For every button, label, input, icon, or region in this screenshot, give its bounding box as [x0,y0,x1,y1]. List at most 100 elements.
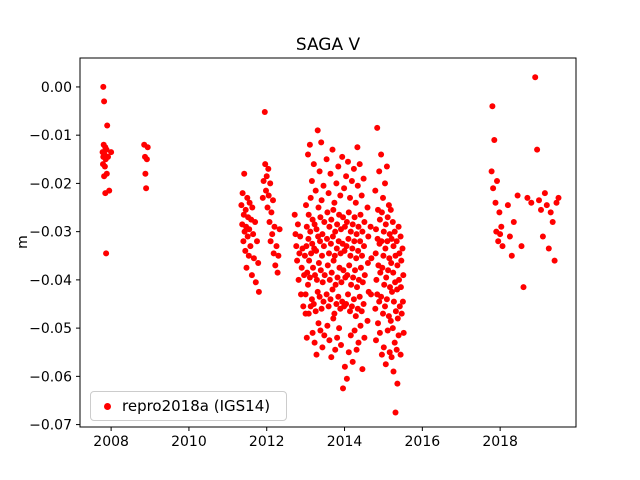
scatter-point [378,293,385,300]
scatter-point [391,339,398,346]
scatter-point [357,264,364,271]
scatter-point [524,194,531,201]
scatter-point [364,204,371,211]
scatter-point [263,187,269,194]
scatter-point [395,223,402,230]
y-tick-label: −0.01 [29,128,72,144]
scatter-point [508,252,515,259]
scatter-point [386,349,393,356]
scatter-point [376,329,383,336]
scatter-point [541,190,548,197]
scatter-point [317,238,323,245]
scatter-point [353,255,360,262]
scatter-point [325,303,332,310]
scatter-point [264,204,271,211]
scatter-point [316,293,323,300]
scatter-point [104,122,111,129]
scatter-point [311,339,318,346]
scatter-point [291,211,298,218]
scatter-point [384,327,391,334]
scatter-point [498,223,505,230]
scatter-point [328,216,335,223]
scatter-point [334,334,341,341]
scatter-point [341,363,348,370]
scatter-point [385,313,392,320]
axes-frame [79,57,577,428]
scatter-point [263,173,270,180]
scatter-point [332,346,339,353]
scatter-point [382,361,389,368]
scatter-point [270,197,276,204]
scatter-point [368,291,374,298]
scatter-point [143,156,150,163]
scatter-point [389,288,395,295]
scatter-point [324,322,331,329]
scatter-point [372,250,379,257]
scatter-point [267,180,274,187]
scatter-point [309,216,316,223]
scatter-point [334,221,341,228]
scatter-point [536,197,542,204]
scatter-point [386,255,393,262]
scatter-point [335,163,342,170]
scatter-point [327,170,334,177]
scatter-point [382,221,389,228]
scatter-point [355,247,362,254]
scatter-point [274,269,281,276]
scatter-point [312,187,319,194]
scatter-point [103,146,110,153]
scatter-point [354,284,360,291]
scatter-point [317,214,324,221]
scatter-point [345,291,351,298]
scatter-point [349,221,356,228]
scatter-point [346,262,353,269]
scatter-point [329,146,336,153]
scatter-point [330,206,337,213]
scatter-point [329,233,336,240]
scatter-point [393,238,400,245]
scatter-point [504,202,511,209]
scatter-point [320,298,327,305]
scatter-point [396,303,403,310]
scatter-point [399,298,406,305]
scatter-point [343,375,350,382]
scatter-point [303,334,310,341]
scatter-point [353,346,360,353]
scatter-point [360,301,367,307]
scatter-point [321,219,328,225]
scatter-point [334,274,341,281]
scatter-point [298,291,304,298]
scatter-point [298,264,305,271]
scatter-point [313,351,320,358]
scatter-point [321,332,328,339]
scatter-point [244,194,251,201]
scatter-point [101,163,108,170]
scatter-point [344,272,351,279]
scatter-point [310,161,317,168]
scatter-point [364,317,371,324]
scatter-point [497,231,504,238]
x-tick-label: 2010 [171,434,207,450]
scatter-point [378,238,385,245]
scatter-point [350,165,357,172]
scatter-point [399,245,406,252]
scatter-point [499,243,506,250]
scatter-point [396,276,402,283]
scatter-point [243,264,250,271]
scatter-point [380,194,386,201]
scatter-point [347,228,354,235]
scatter-point [350,296,357,303]
scatter-point [545,245,552,252]
scatter-point [265,165,272,172]
scatter-point [378,351,385,358]
scatter-point [356,293,363,300]
scatter-point [396,250,403,257]
scatter-point [320,182,327,189]
scatter-point [347,332,354,339]
y-tick-label: −0.04 [29,273,72,289]
scatter-point [341,247,348,254]
scatter-point [347,194,353,201]
scatter-point [310,301,317,307]
scatter-point [303,243,310,250]
